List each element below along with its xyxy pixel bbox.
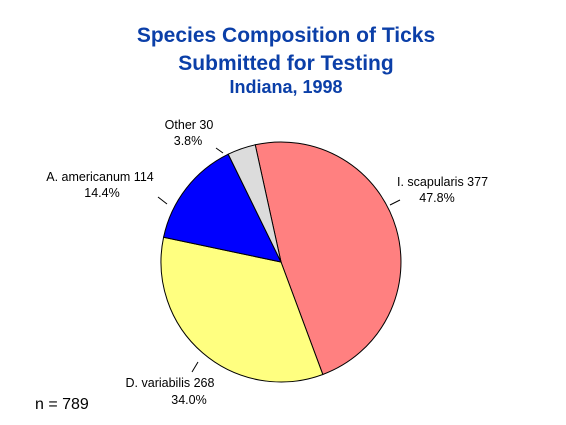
slice-label: Other 30	[165, 118, 214, 132]
leader-lines	[157, 147, 401, 373]
slice-percent-label: 14.4%	[84, 186, 119, 200]
sample-size-note: n = 789	[35, 396, 89, 413]
slice-label: A. americanum 114	[46, 170, 154, 184]
leader-line	[215, 147, 224, 154]
slice-percent-label: 34.0%	[171, 393, 206, 407]
leader-line	[389, 199, 401, 206]
slice-percent-label: 47.8%	[419, 191, 454, 205]
slice-labels: I. scapularis 377 47.8% D. variabilis 268 3…	[46, 118, 488, 407]
slice-label: D. variabilis 268	[126, 376, 215, 390]
chart-subtitle: Indiana, 1998	[229, 77, 342, 97]
pie-slices	[160, 141, 402, 383]
leader-line	[157, 196, 168, 205]
pie-slice-i-scapularis	[254, 141, 402, 376]
leader-line	[191, 361, 199, 373]
slice-label: I. scapularis 377	[397, 175, 488, 189]
slice-percent-label: 3.8%	[174, 134, 203, 148]
pie-slice-other	[227, 144, 282, 263]
chart-title: Species Composition of Ticks	[137, 24, 435, 47]
pie-slice-d-variabilis	[160, 236, 324, 383]
pie-slice-a-americanum	[162, 153, 282, 263]
chart-title-line2: Submitted for Testing	[178, 52, 393, 75]
